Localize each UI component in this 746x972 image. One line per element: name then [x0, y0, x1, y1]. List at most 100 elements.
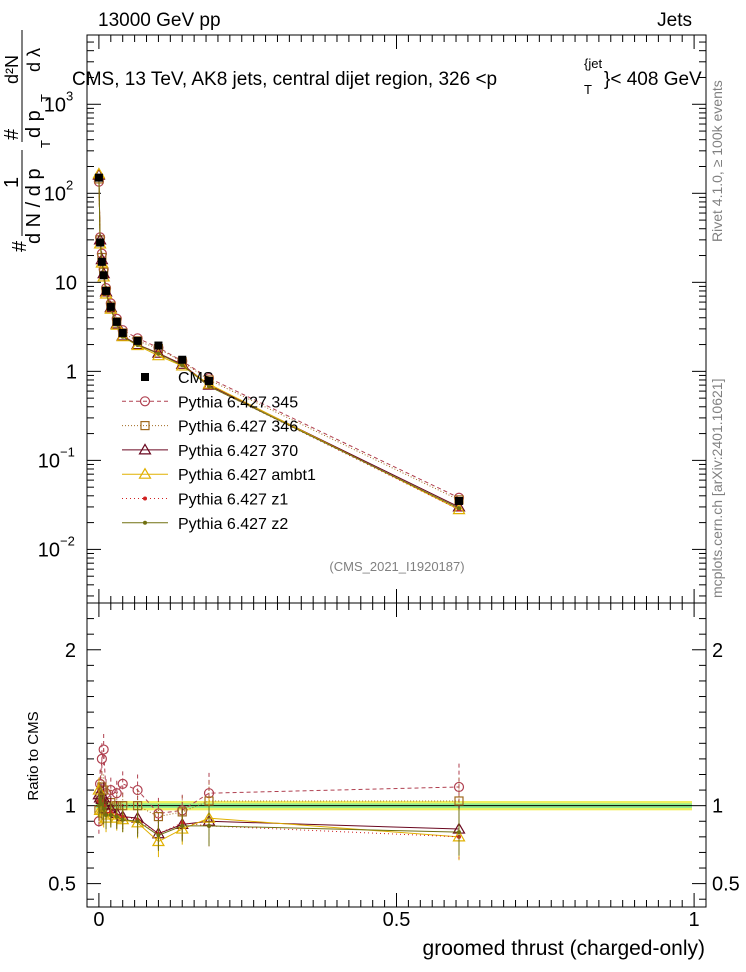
legend-label: CMS	[178, 370, 214, 387]
ratio-y-tick-label-right: 2	[712, 640, 723, 662]
ratio-series-point	[120, 817, 125, 822]
cms-data-point	[96, 238, 105, 247]
ratio-series-pythia-6-427-370	[92, 782, 466, 853]
chart-title-main: CMS, 13 TeV, AK8 jets, central dijet reg…	[72, 69, 497, 90]
rivet-label: Rivet 4.1.0, ≥ 100k events	[709, 80, 725, 242]
chart-title-sup: {jet	[584, 56, 602, 71]
ratio-y-tick-label-right: 1	[712, 796, 723, 818]
main-y-tick-label: 1	[66, 361, 77, 383]
ratio-series-point	[132, 784, 143, 796]
ratio-y-tick-label-left: 1	[65, 796, 76, 818]
cms-data-point	[99, 271, 108, 280]
cms-data-point	[205, 376, 214, 385]
legend-label: Pythia 6.427 346	[178, 419, 298, 436]
ratio-series-point	[104, 813, 109, 818]
legend-label: Pythia 6.427 ambt1	[178, 467, 316, 484]
ratio-series-line	[98, 790, 460, 843]
main-y-tick-exp: 3	[66, 88, 73, 103]
cms-data-point	[118, 328, 127, 337]
series-pythia-6-427-z1	[96, 174, 461, 512]
series-point	[180, 363, 185, 368]
main-y-tick-label: 10 −1	[38, 444, 75, 472]
main-y-tick-base: 10	[44, 183, 66, 205]
main-y-tick-base: 10	[55, 272, 77, 294]
category-label: Jets	[657, 10, 692, 31]
series-point	[456, 506, 461, 511]
ratio-series-pythia-6-427-ambt1	[92, 777, 466, 861]
legend-label: Pythia 6.427 370	[178, 443, 298, 460]
x-axis-label: groomed thrust (charged-only)	[423, 937, 705, 960]
cms-data-point	[106, 302, 115, 311]
main-y-tick-base: 10	[38, 539, 60, 561]
main-y-tick-exp: −1	[60, 444, 75, 459]
ratio-series-point	[453, 781, 465, 793]
legend-entry: Pythia 6.427 345	[122, 394, 298, 411]
main-y-tick-base: 10	[44, 94, 66, 116]
cms-data-point	[178, 355, 187, 364]
ylabel-frac2-den: d p	[23, 110, 45, 138]
ratio-plot-frame	[86, 602, 707, 908]
x-tick-label: 0.5	[383, 909, 411, 931]
ylabel-d2n: d²N	[2, 55, 22, 84]
legend-marker	[139, 396, 151, 407]
ratio-series-point	[96, 753, 107, 764]
legend-marker	[138, 467, 152, 479]
ylabel-hash: #	[9, 240, 31, 252]
main-y-tick-exp: 2	[66, 177, 73, 192]
ratio-series-pythia-6-427-345	[93, 733, 465, 834]
series-point	[175, 359, 189, 371]
ratio-series-point	[114, 814, 119, 819]
ratio-y-axis-label: Ratio to CMS	[25, 711, 42, 800]
ratio-series-point	[98, 744, 109, 755]
legend-marker	[141, 373, 149, 381]
ylabel-frac2-den-sub: T	[38, 94, 53, 102]
ratio-series-point	[98, 797, 103, 802]
legend-label: Pythia 6.427 345	[178, 394, 298, 411]
main-y-tick-exp: −2	[60, 533, 75, 548]
ratio-series-point	[117, 778, 128, 789]
cms-data-point	[154, 341, 163, 350]
ratio-series-pythia-6-427-z2	[96, 785, 461, 856]
ratio-series-point	[180, 823, 185, 828]
series-pythia-6-427-z2	[96, 175, 461, 511]
main-y-tick-base: 1	[66, 361, 77, 383]
legend: CMS Pythia 6.427 345 Pythia 6.427 346 Pythi…	[122, 370, 316, 533]
legend-marker	[140, 421, 150, 431]
ylabel-frac-den: d N / d p	[23, 168, 45, 244]
cms-data-point	[133, 336, 142, 345]
main-y-tick-base: 10	[38, 450, 60, 472]
ratio-series-point	[207, 823, 212, 828]
ratio-series-point	[456, 830, 461, 835]
ratio-series-line	[98, 749, 460, 822]
legend-marker	[143, 520, 147, 525]
x-tick-label: 0	[93, 909, 104, 931]
ratio-series-point	[156, 833, 161, 838]
cms-data-point	[112, 317, 121, 326]
x-tick-label: 1	[689, 909, 700, 931]
ylabel-frac-num: 1	[1, 177, 23, 188]
ylabel-frac-den-sub: T	[38, 140, 53, 148]
ratio-series-layer	[92, 733, 466, 861]
cms-data-point	[94, 173, 103, 182]
legend-label: Pythia 6.427 z1	[178, 492, 288, 509]
ratio-y-tick-label-left: 0.5	[48, 874, 76, 896]
energy-label: 13000 GeV pp	[98, 10, 221, 31]
analysis-watermark: (CMS_2021_I1920187)	[329, 559, 464, 574]
series-point	[156, 351, 161, 356]
legend-entry-cms: CMS	[141, 370, 214, 387]
legend-marker	[143, 496, 147, 501]
ratio-series-point	[135, 819, 140, 824]
main-y-tick-label: 10	[55, 272, 77, 294]
ratio-reference-band	[95, 800, 692, 811]
ratio-axes: 0 0.5 1 0.5 0.5 1 1 2 2	[48, 35, 740, 931]
ratio-series-pythia-6-427-z1	[96, 785, 461, 861]
ratio-y-tick-label-right: 0.5	[712, 874, 740, 896]
legend-entry: Pythia 6.427 z1	[122, 492, 288, 509]
cms-data-point	[97, 257, 106, 266]
main-y-tick-label: 10 2	[44, 177, 73, 205]
series-point	[452, 502, 466, 515]
ratio-series-point	[454, 796, 464, 806]
ratio-y-tick-label-left: 2	[65, 640, 76, 662]
main-y-tick-label: 10 3	[44, 88, 73, 116]
